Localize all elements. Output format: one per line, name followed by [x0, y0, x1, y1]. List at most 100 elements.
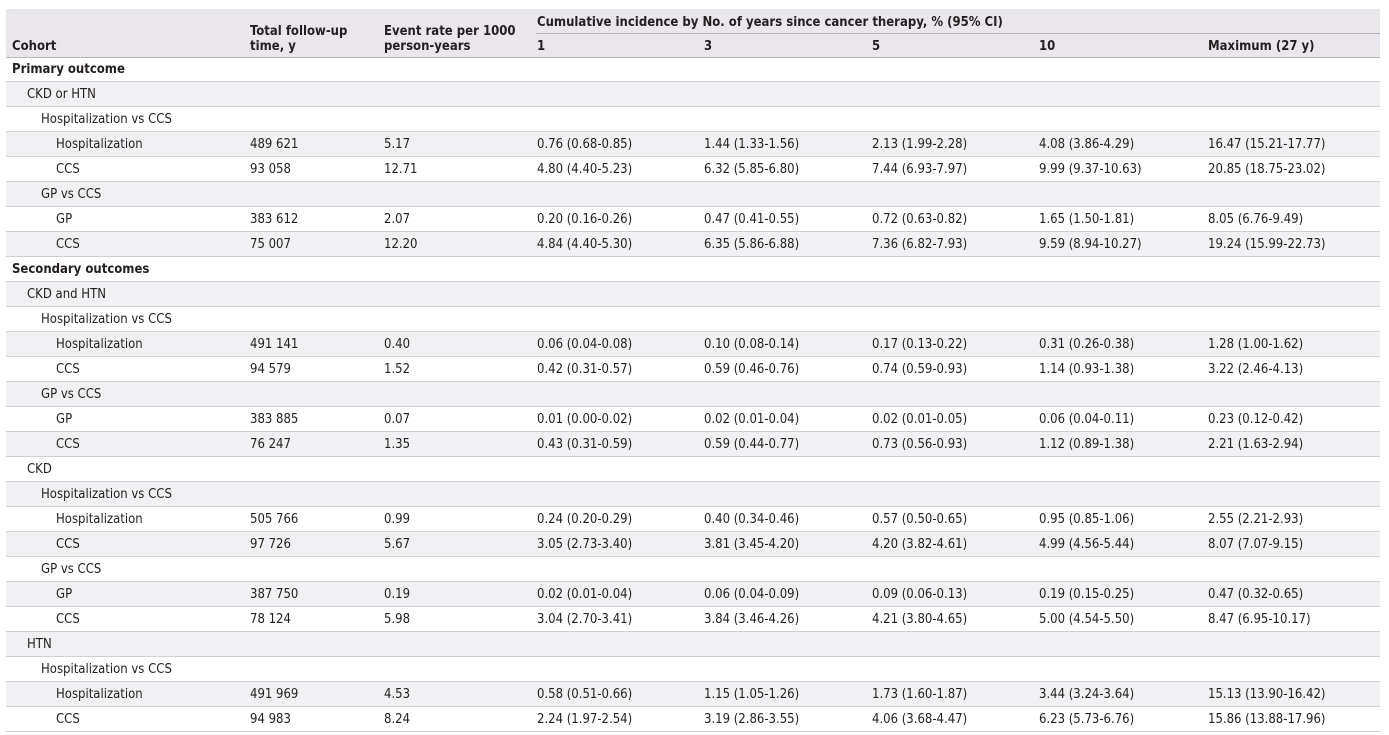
header-year-5: 5 [872, 39, 881, 54]
cell-y10: 6.23 (5.73-6.76) [1039, 712, 1135, 727]
cell-y10: 1.12 (0.89-1.38) [1039, 437, 1135, 452]
cell-ymax: 3.22 (2.46-4.13) [1208, 362, 1304, 377]
table-row: CCS 94 983 8.24 2.24 (1.97-2.54) 3.19 (2.86-… [6, 707, 1380, 732]
table-row: CKD or HTN [6, 82, 1380, 107]
cell-y5: 7.44 (6.93-7.97) [872, 162, 968, 177]
cell-y1: 3.05 (2.73-3.40) [537, 537, 633, 552]
cell-ymax: 2.21 (1.63-2.94) [1208, 437, 1304, 452]
cell-ymax: 0.23 (0.12-0.42) [1208, 412, 1304, 427]
cell-y10: 0.06 (0.04-0.11) [1039, 412, 1135, 427]
cell-y1: 0.76 (0.68-0.85) [537, 137, 633, 152]
cell-y5: 0.73 (0.56-0.93) [872, 437, 968, 452]
cell-y3: 3.84 (3.46-4.26) [704, 612, 800, 627]
cell-y10: 0.31 (0.26-0.38) [1039, 337, 1135, 352]
cell-y1: 0.01 (0.00-0.02) [537, 412, 633, 427]
row-label: GP [56, 212, 73, 227]
header-group-rule [536, 33, 1380, 34]
row-label: CKD or HTN [27, 87, 96, 102]
cell-y1: 0.20 (0.16-0.26) [537, 212, 633, 227]
cell-y10: 5.00 (4.54-5.50) [1039, 612, 1135, 627]
cell-ymax: 2.55 (2.21-2.93) [1208, 512, 1304, 527]
cell-ymax: 19.24 (15.99-22.73) [1208, 237, 1326, 252]
header-year-10: 10 [1039, 39, 1056, 54]
cell-followup: 93 058 [250, 162, 291, 177]
cell-followup: 94 983 [250, 712, 291, 727]
cell-y1: 0.42 (0.31-0.57) [537, 362, 633, 377]
row-label: GP vs CCS [41, 562, 102, 577]
cell-y1: 0.24 (0.20-0.29) [537, 512, 633, 527]
header-cohort: Cohort [12, 39, 57, 54]
cell-y10: 4.99 (4.56-5.44) [1039, 537, 1135, 552]
table-row: GP vs CCS [6, 382, 1380, 407]
cell-y10: 9.59 (8.94-10.27) [1039, 237, 1142, 252]
cell-y1: 3.04 (2.70-3.41) [537, 612, 633, 627]
cell-y5: 1.73 (1.60-1.87) [872, 687, 968, 702]
row-label: Hospitalization vs CCS [41, 312, 172, 327]
cell-y3: 3.19 (2.86-3.55) [704, 712, 800, 727]
cell-ymax: 0.47 (0.32-0.65) [1208, 587, 1304, 602]
row-label: CCS [56, 437, 80, 452]
cell-y5: 0.09 (0.06-0.13) [872, 587, 968, 602]
cell-y3: 1.15 (1.05-1.26) [704, 687, 800, 702]
cell-rate: 5.67 [384, 537, 411, 552]
table-row: Hospitalization vs CCS [6, 482, 1380, 507]
cell-ymax: 8.47 (6.95-10.17) [1208, 612, 1311, 627]
cell-rate: 2.07 [384, 212, 411, 227]
cell-ymax: 15.86 (13.88-17.96) [1208, 712, 1326, 727]
cell-y1: 0.06 (0.04-0.08) [537, 337, 633, 352]
row-label: CCS [56, 612, 80, 627]
cell-y3: 0.06 (0.04-0.09) [704, 587, 800, 602]
row-label: GP [56, 412, 73, 427]
cell-y1: 4.84 (4.40-5.30) [537, 237, 633, 252]
header-year-3: 3 [704, 39, 713, 54]
table-row: GP vs CCS [6, 182, 1380, 207]
header-followup: Total follow-up time, y [250, 24, 348, 54]
cell-y3: 3.81 (3.45-4.20) [704, 537, 800, 552]
cell-rate: 0.99 [384, 512, 411, 527]
table-body: Primary outcome CKD or HTN Hospitalization… [6, 57, 1380, 732]
cell-followup: 491 969 [250, 687, 299, 702]
cell-y3: 6.32 (5.85-6.80) [704, 162, 800, 177]
row-label: Hospitalization vs CCS [41, 112, 172, 127]
row-label: GP [56, 587, 73, 602]
cell-ymax: 1.28 (1.00-1.62) [1208, 337, 1304, 352]
row-label: CCS [56, 162, 80, 177]
cell-y3: 1.44 (1.33-1.56) [704, 137, 800, 152]
cell-followup: 78 124 [250, 612, 291, 627]
cell-rate: 0.19 [384, 587, 411, 602]
cell-followup: 505 766 [250, 512, 299, 527]
table-row: CKD [6, 457, 1380, 482]
table-row: Hospitalization 491 969 4.53 0.58 (0.51-0.6… [6, 682, 1380, 707]
row-label: Hospitalization [56, 687, 143, 702]
cell-y3: 0.10 (0.08-0.14) [704, 337, 800, 352]
table-row: CCS 93 058 12.71 4.80 (4.40-5.23) 6.32 (5.85… [6, 157, 1380, 182]
row-label: CKD [27, 462, 52, 477]
cell-y10: 0.19 (0.15-0.25) [1039, 587, 1135, 602]
row-label: Secondary outcomes [12, 262, 150, 277]
table-row: Hospitalization vs CCS [6, 107, 1380, 132]
row-label: Hospitalization [56, 512, 143, 527]
cell-rate: 1.35 [384, 437, 411, 452]
table-header: Cohort Total follow-up time, y Event rat… [6, 9, 1380, 58]
cell-y10: 9.99 (9.37-10.63) [1039, 162, 1142, 177]
row-label: HTN [27, 637, 52, 652]
cell-followup: 489 621 [250, 137, 299, 152]
row-label: CCS [56, 362, 80, 377]
table-row: Secondary outcomes [6, 257, 1380, 282]
row-label: CCS [56, 237, 80, 252]
table-row: CCS 76 247 1.35 0.43 (0.31-0.59) 0.59 (0.44-… [6, 432, 1380, 457]
cell-y5: 0.74 (0.59-0.93) [872, 362, 968, 377]
cell-y3: 0.02 (0.01-0.04) [704, 412, 800, 427]
cell-y3: 0.47 (0.41-0.55) [704, 212, 800, 227]
cell-rate: 5.98 [384, 612, 411, 627]
table-row: Hospitalization vs CCS [6, 657, 1380, 682]
cell-y1: 4.80 (4.40-5.23) [537, 162, 633, 177]
cell-y10: 1.14 (0.93-1.38) [1039, 362, 1135, 377]
cell-y3: 0.40 (0.34-0.46) [704, 512, 800, 527]
cell-y5: 4.06 (3.68-4.47) [872, 712, 968, 727]
row-label: CCS [56, 712, 80, 727]
header-year-max: Maximum (27 y) [1208, 39, 1315, 54]
cell-followup: 383 885 [250, 412, 299, 427]
cell-y10: 3.44 (3.24-3.64) [1039, 687, 1135, 702]
row-label: Hospitalization [56, 137, 143, 152]
